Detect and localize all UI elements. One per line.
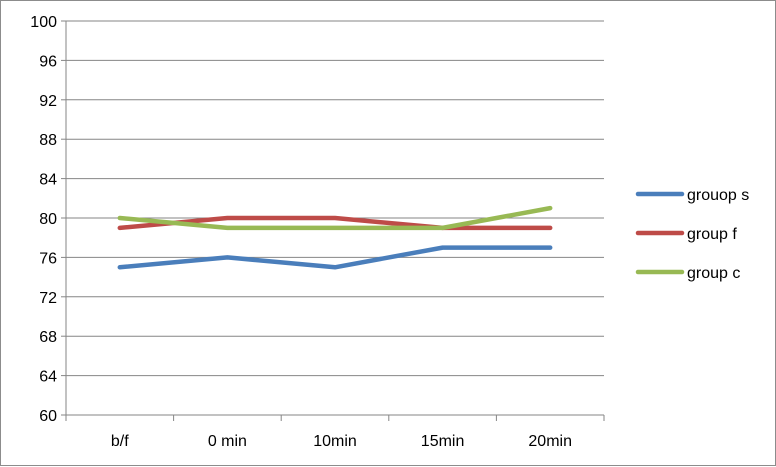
legend: grouop s group f group c xyxy=(635,187,749,282)
series-line-2 xyxy=(117,205,553,231)
gridlines xyxy=(66,20,604,377)
y-axis-tick-label: 84 xyxy=(39,172,57,189)
x-axis-tick-labels: b/f 0 min 10min 15min 20min xyxy=(111,433,572,450)
x-axis-tick-label: 15min xyxy=(421,433,465,450)
x-axis-tick-label: 20min xyxy=(528,433,572,450)
x-axis-tick-label: 0 min xyxy=(208,433,247,450)
y-axis-tick-label: 80 xyxy=(39,211,57,228)
y-axis-tick-labels: 60 64 68 72 76 80 84 88 92 96 100 xyxy=(30,14,57,425)
x-axis-tick-label: b/f xyxy=(111,433,129,450)
legend-label: group f xyxy=(687,226,737,243)
legend-label: grouop s xyxy=(687,187,749,204)
series-lines xyxy=(117,205,553,270)
y-axis-tick-label: 60 xyxy=(39,408,57,425)
series-line-1 xyxy=(117,215,553,231)
y-axis-tick-label: 68 xyxy=(39,329,57,346)
y-axis-tick-label: 88 xyxy=(39,132,57,149)
legend-label: group c xyxy=(687,265,740,282)
y-axis-tick-label: 92 xyxy=(39,93,57,110)
y-axis-tick-label: 72 xyxy=(39,290,57,307)
series-line-0 xyxy=(117,245,553,270)
y-axis-tick-label: 64 xyxy=(39,369,57,386)
y-axis-tick-label: 96 xyxy=(39,53,57,70)
axes xyxy=(61,20,605,421)
y-axis-tick-label: 100 xyxy=(30,14,57,31)
x-axis-tick-label: 10min xyxy=(313,433,357,450)
y-axis-tick-label: 76 xyxy=(39,250,57,267)
